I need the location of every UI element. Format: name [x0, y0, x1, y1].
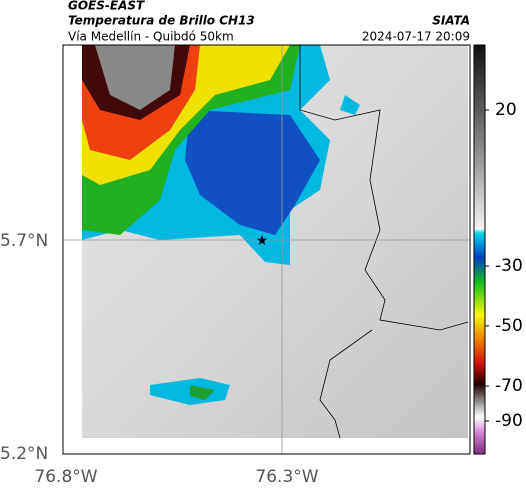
title: GOES-EAST — [68, 0, 145, 13]
lat-label: 5.7°N — [0, 231, 48, 251]
source: SIATA — [432, 14, 470, 28]
colorbar-tick: -70 — [495, 376, 523, 396]
colorbar-tick: -30 — [495, 256, 523, 276]
lat-label: 5.2°N — [0, 444, 48, 464]
location: Vía Medellín - Quibdó 50km — [68, 30, 234, 44]
lon-label: 76.8°W — [34, 467, 97, 487]
subtitle: Temperatura de Brillo CH13 — [68, 14, 255, 28]
timestamp: 2024-07-17 20:09 — [362, 30, 470, 44]
colorbar-tick: 20 — [495, 100, 517, 120]
colorbar — [473, 44, 486, 455]
map: ★ — [62, 44, 471, 455]
lon-label: 76.3°W — [255, 467, 318, 487]
colorbar-tick: -90 — [495, 411, 523, 431]
colorbar-tick: -50 — [495, 316, 523, 336]
svg-text:★: ★ — [256, 233, 269, 249]
